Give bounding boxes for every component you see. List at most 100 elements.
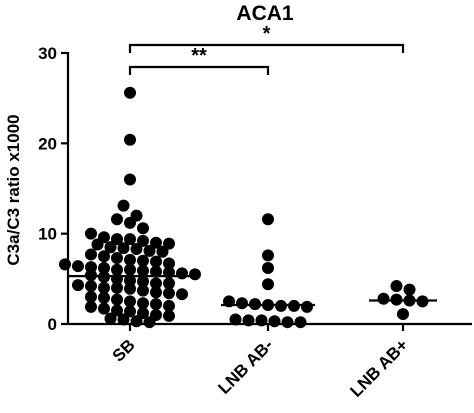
data-point: [397, 308, 409, 321]
data-point: [91, 238, 104, 251]
x-tick-label: SB: [109, 335, 139, 365]
data-point: [137, 307, 149, 320]
y-tick-label: 30: [38, 44, 57, 63]
data-point: [262, 213, 274, 226]
data-point: [111, 213, 123, 226]
data-point: [137, 297, 149, 310]
data-point: [137, 254, 149, 267]
data-point: [163, 237, 175, 250]
data-point: [98, 291, 110, 304]
data-point: [262, 261, 274, 274]
data-point: [98, 261, 110, 274]
x-tick-label: LNB AB+: [346, 335, 411, 400]
data-point: [111, 304, 123, 317]
data-point: [390, 280, 403, 293]
data-point: [288, 299, 300, 312]
data-point: [111, 281, 123, 294]
data-point: [117, 313, 130, 326]
data-point: [255, 314, 268, 327]
y-tick-label: 0: [48, 315, 57, 334]
chart-title: ACA1: [236, 2, 293, 25]
data-point: [377, 292, 390, 305]
significance-bracket: [128, 43, 405, 53]
data-point: [124, 216, 136, 229]
data-point: [281, 316, 294, 329]
data-point: [163, 299, 175, 312]
data-point: [268, 315, 281, 328]
data-point: [229, 313, 242, 326]
data-point: [104, 312, 117, 325]
y-axis: 0 10 20 30: [38, 44, 70, 334]
data-point: [111, 272, 123, 285]
significance-brackets: ***: [128, 23, 405, 75]
data-point: [124, 263, 136, 276]
data-point: [117, 199, 130, 212]
data-point: [262, 299, 274, 312]
data-point: [72, 279, 84, 292]
data-point: [294, 316, 307, 329]
data-point: [137, 222, 149, 235]
data-point: [98, 302, 110, 315]
data-point: [98, 250, 110, 263]
data-point: [223, 295, 235, 308]
data-point: [163, 277, 175, 290]
data-point: [59, 258, 71, 271]
data-point: [143, 244, 156, 257]
data-point: [163, 287, 175, 300]
data-point: [98, 281, 110, 294]
data-point: [403, 294, 416, 307]
data-point: [150, 286, 162, 299]
data-point: [163, 309, 175, 322]
data-point: [262, 278, 274, 291]
data-point: [137, 284, 149, 297]
data-point: [150, 265, 162, 278]
data-point: [236, 297, 248, 310]
data-point: [111, 233, 123, 246]
x-tick-label: LNB AB-: [214, 335, 276, 397]
data-points: [59, 86, 429, 329]
data-point: [124, 133, 136, 146]
data-point: [249, 298, 261, 311]
data-point: [104, 241, 117, 254]
data-point: [163, 266, 175, 279]
significance-label: **: [191, 45, 207, 67]
data-point: [176, 288, 188, 301]
significance-label: *: [263, 23, 271, 45]
data-point: [85, 248, 97, 261]
data-point: [189, 268, 201, 281]
data-point: [124, 173, 136, 186]
data-point: [124, 305, 136, 318]
data-point: [111, 263, 123, 276]
data-point: [275, 299, 287, 312]
data-point: [124, 295, 136, 308]
data-point: [124, 253, 136, 266]
data-point: [301, 300, 313, 313]
data-point: [124, 282, 136, 295]
y-axis-label: C3a/C3 ratio x1000: [4, 114, 23, 265]
data-point: [72, 260, 84, 273]
data-point: [176, 267, 188, 280]
data-point: [262, 249, 274, 262]
data-point: [85, 300, 97, 313]
data-point: [143, 316, 156, 329]
data-point: [150, 236, 162, 249]
data-point: [85, 280, 97, 293]
x-axis: SB LNB AB- LNB AB+: [68, 322, 472, 401]
data-point: [137, 264, 149, 277]
data-point: [117, 242, 130, 255]
data-point: [150, 298, 162, 311]
data-point: [242, 314, 255, 327]
data-point: [137, 275, 149, 288]
data-point: [137, 234, 149, 247]
data-point: [156, 245, 169, 258]
data-point: [85, 290, 97, 303]
data-point: [416, 295, 429, 308]
data-point: [130, 243, 143, 256]
data-point: [85, 227, 97, 240]
data-point: [150, 277, 162, 290]
data-point: [130, 315, 143, 328]
data-point: [111, 293, 123, 306]
data-point: [403, 283, 416, 296]
data-point: [85, 269, 97, 282]
